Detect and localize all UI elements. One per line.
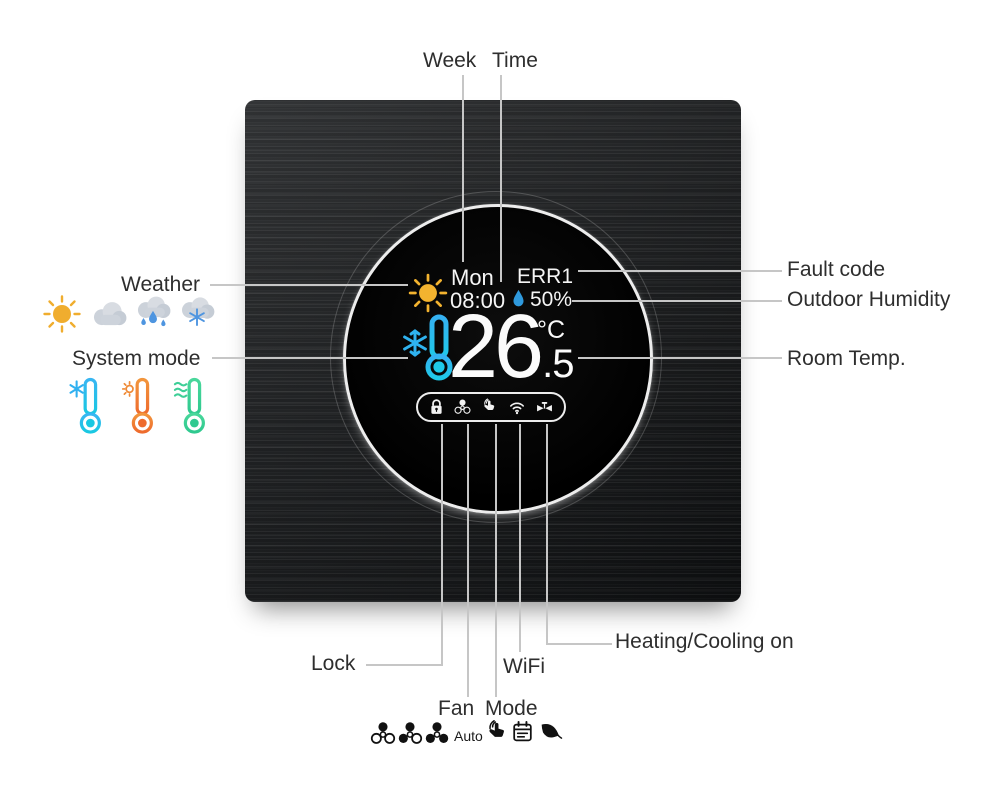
display-time: 08:00 [450, 288, 506, 313]
display-fault-code: ERR1 [517, 265, 574, 288]
touch-icon [482, 398, 497, 416]
snowy-icon [178, 297, 216, 334]
mode-legend [486, 718, 563, 751]
rainy-icon [134, 296, 172, 335]
leader-line-lock-vertical [441, 424, 443, 665]
fan-auto-label: Auto [454, 728, 483, 744]
status-icon-bar [416, 392, 566, 422]
fan-speed-low-icon [370, 720, 396, 752]
sunny-icon [407, 272, 449, 314]
manual-touch-icon [486, 719, 508, 751]
cooling-thermometer-icon [69, 376, 106, 441]
leader-line-room-temp [578, 357, 782, 359]
leader-line-fault-code [578, 270, 782, 272]
fan-speed-medium-icon [397, 720, 423, 752]
display-day: Mon [451, 265, 494, 290]
lock-icon [429, 398, 444, 416]
label-week: Week [423, 49, 477, 72]
leader-line-outdoor-humidity [572, 300, 782, 302]
leader-line-heating-cooling-vertical [546, 424, 548, 644]
display-outdoor-humidity: 50% [530, 288, 573, 311]
leader-line-lock-horizontal [366, 664, 443, 666]
program-calendar-icon [512, 719, 533, 750]
heating-cooling-valve-icon [536, 400, 553, 415]
leader-line-heating-cooling-horizontal [546, 643, 612, 645]
leader-line-week [462, 75, 464, 262]
leader-line-weather [210, 284, 408, 286]
temperature-unit: °C [537, 316, 566, 344]
fan-icon [454, 398, 471, 416]
fan-speed-legend: Auto [370, 720, 483, 752]
label-weather: Weather [121, 273, 200, 296]
label-outdoor-humidity: Outdoor Humidity [787, 288, 951, 311]
label-room-temp: Room Temp. [787, 347, 906, 370]
label-heating-cooling-on: Heating/Cooling on [615, 630, 794, 653]
fan-speed-high-icon [424, 720, 450, 752]
leader-line-wifi [519, 424, 521, 652]
room-temp-decimal: .5 [542, 342, 574, 386]
leader-line-time [500, 75, 502, 282]
cloudy-icon [90, 300, 128, 333]
label-wifi: WiFi [503, 655, 545, 678]
ventilation-thermometer-icon [173, 376, 210, 441]
weather-legend [40, 294, 216, 339]
wifi-icon [508, 399, 526, 415]
label-lock: Lock [311, 652, 356, 675]
leader-line-mode [495, 424, 497, 697]
label-system-mode: System mode [72, 347, 201, 370]
sunny-icon [40, 294, 84, 339]
system-mode-legend [69, 376, 210, 441]
room-temp-integer: 26 [448, 297, 544, 397]
leader-line-fan [467, 424, 469, 697]
label-fault-code: Fault code [787, 258, 886, 281]
eco-leaf-icon [537, 718, 563, 751]
leader-line-system-mode [212, 357, 408, 359]
label-mode: Mode [485, 697, 538, 720]
label-time: Time [492, 49, 538, 72]
heating-thermometer-icon [121, 376, 158, 441]
cooling-thermometer-icon [402, 313, 460, 383]
label-fan: Fan [438, 697, 475, 720]
display-room-temperature: 26.5 [448, 302, 574, 392]
thermostat-display [343, 204, 653, 514]
water-drop-icon [510, 288, 527, 310]
